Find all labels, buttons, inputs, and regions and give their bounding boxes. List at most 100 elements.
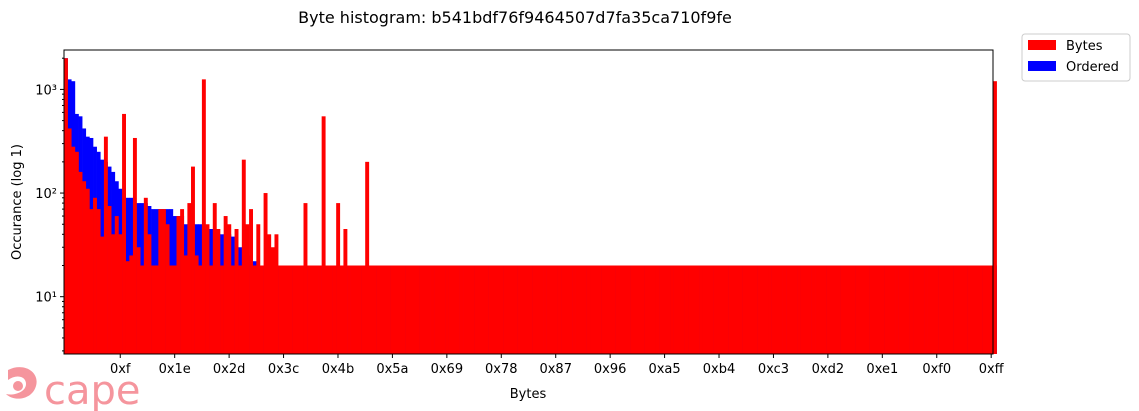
bytes-bar-218: [855, 265, 860, 354]
bytes-bar-138: [564, 265, 569, 354]
bytes-bar-0: [64, 58, 68, 355]
bytes-bar-122: [506, 265, 511, 354]
bytes-bar-17: [125, 261, 130, 354]
x-axis-ticks: 0xf 0x1e 0x2d 0x3c 0x4b 0x5a 0x69 0x78 0x87 0x96 0…: [110, 354, 1005, 377]
bytes-bar-234: [913, 265, 918, 354]
bytes-bar-114: [477, 265, 482, 354]
bytes-bar-101: [430, 265, 435, 354]
bytes-bar-215: [844, 265, 849, 354]
bytes-bar-8: [93, 197, 97, 354]
bytes-bar-49: [241, 159, 246, 354]
bytes-bar-95: [408, 265, 413, 354]
bytes-bar-185: [735, 265, 740, 354]
bytes-bar-144: [586, 265, 591, 354]
bytes-bar-176: [702, 265, 707, 354]
bytes-bar-117: [488, 265, 493, 354]
bytes-bar-131: [539, 265, 544, 354]
bytes-bar-14: [114, 216, 119, 354]
bytes-bar-98: [419, 265, 424, 354]
bytes-bar-250: [971, 265, 976, 354]
bytes-bar-50: [245, 224, 250, 354]
bytes-bar-16: [122, 113, 126, 355]
bytes-bar-210: [826, 265, 830, 354]
x-tick-label: 0xc3: [758, 362, 789, 377]
bytes-bar-167: [670, 265, 674, 354]
bytes-bar-107: [452, 265, 457, 354]
bytes-bar-31: [176, 216, 181, 354]
bytes-bar-89: [386, 265, 391, 354]
bytes-bar-73: [328, 265, 333, 354]
bytes-bar-236: [920, 265, 925, 354]
bytes-bar-25: [154, 265, 159, 354]
bytes-bar-91: [394, 265, 399, 354]
bytes-bar-35: [191, 166, 195, 354]
bytes-bar-169: [677, 265, 682, 354]
bytes-bar-187: [742, 265, 747, 354]
x-tick-label: 0x78: [485, 362, 518, 377]
bytes-bar-51: [249, 209, 253, 354]
bytes-bar-102: [434, 265, 439, 354]
bytes-bar-70: [318, 265, 322, 354]
x-axis-label: Bytes: [510, 387, 547, 402]
bytes-bar-68: [310, 265, 315, 354]
bytes-bar-251: [974, 265, 979, 354]
y-axis-label: Occurance (log 1): [10, 144, 25, 260]
bytes-bar-181: [720, 265, 725, 354]
bytes-bar-63: [292, 265, 297, 354]
bytes-bar-60: [281, 265, 286, 354]
bytes-bar-188: [746, 265, 751, 354]
bytes-bar-214: [840, 265, 845, 354]
bytes-bar-32: [180, 209, 185, 354]
bytes-bar-115: [481, 265, 486, 354]
bytes-bar-160: [644, 265, 649, 354]
bytes-bar-183: [728, 265, 733, 354]
bytes-bar-235: [916, 265, 921, 354]
x-tick-label: 0x2d: [213, 362, 246, 377]
bytes-bar-4: [78, 171, 83, 354]
bytes-bar-80: [354, 265, 359, 354]
bytes-bar-254: [985, 265, 990, 354]
legend: Bytes Ordered: [1021, 33, 1131, 82]
bytes-bar-139: [568, 265, 573, 354]
bytes-bar-23: [147, 234, 152, 354]
bytes-bar-110: [463, 265, 468, 354]
bytes-bar-161: [648, 265, 653, 354]
bytes-bar-123: [510, 265, 515, 354]
bytes-bar-79: [350, 265, 355, 354]
x-tick-label: 0xff: [979, 362, 1005, 377]
bytes-bar-74: [332, 265, 337, 354]
bytes-bar-57: [270, 247, 275, 354]
bytes-bar-245: [953, 265, 958, 354]
bytes-bar-170: [680, 265, 685, 354]
bytes-bar-64: [296, 265, 301, 354]
legend-label-ordered: Ordered: [1066, 60, 1119, 75]
bytes-bar-157: [633, 265, 638, 354]
bytes-bar-163: [655, 265, 660, 354]
bytes-bar-219: [858, 265, 863, 354]
y-tick-label: 10¹: [35, 291, 57, 306]
bytes-bar-194: [768, 265, 772, 354]
bytes-bar-66: [303, 203, 308, 354]
bytes-bar-18: [129, 255, 134, 354]
bytes-bar-220: [862, 265, 867, 354]
bytes-bar-44: [223, 216, 228, 354]
bytes-bar-221: [865, 265, 870, 354]
bytes-bar-249: [967, 265, 972, 354]
bytes-bar-52: [252, 265, 257, 354]
bytes-bar-146: [593, 265, 598, 354]
x-tick-label: 0xe1: [866, 362, 898, 377]
bytes-bar-145: [590, 265, 595, 354]
bytes-bar-177: [706, 265, 711, 354]
bytes-bar-72: [325, 265, 330, 354]
bytes-bar-247: [960, 265, 965, 354]
bytes-bar-24: [151, 265, 156, 354]
bytes-bar-229: [895, 265, 899, 354]
bytes-bar-158: [637, 265, 642, 354]
bytes-bar-190: [753, 265, 758, 354]
bytes-bar-166: [666, 265, 671, 354]
bytes-bar-128: [528, 265, 533, 354]
bytes-bar-15: [118, 234, 123, 354]
bytes-bar-125: [517, 265, 522, 354]
bytes-bar-238: [927, 265, 932, 354]
bytes-bar-86: [376, 265, 381, 354]
